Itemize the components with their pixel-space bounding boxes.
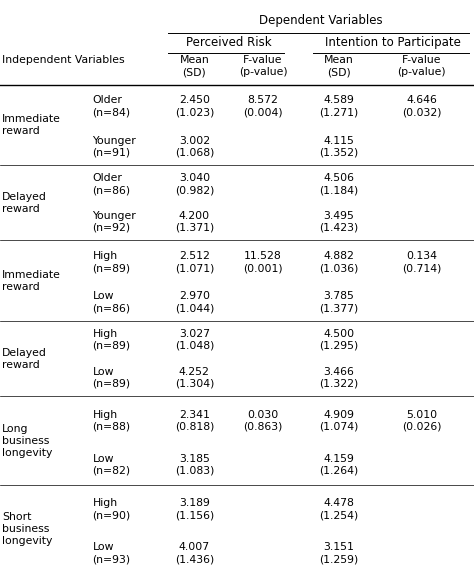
Text: 3.785
(1.377): 3.785 (1.377) (319, 291, 358, 313)
Text: Younger
(n=91): Younger (n=91) (92, 135, 136, 158)
Text: 4.909
(1.074): 4.909 (1.074) (319, 410, 359, 431)
Text: (p-value): (p-value) (398, 67, 446, 77)
Text: Older
(n=84): Older (n=84) (92, 95, 130, 118)
Text: Long
business
longevity: Long business longevity (2, 423, 53, 457)
Text: Low
(n=86): Low (n=86) (92, 291, 130, 313)
Text: 4.500
(1.295): 4.500 (1.295) (319, 329, 358, 351)
Text: High
(n=89): High (n=89) (92, 251, 130, 273)
Text: 4.506
(1.184): 4.506 (1.184) (319, 173, 358, 195)
Text: 4.882
(1.036): 4.882 (1.036) (319, 251, 359, 273)
Text: Older
(n=86): Older (n=86) (92, 173, 130, 195)
Text: 0.030
(0.863): 0.030 (0.863) (243, 410, 283, 431)
Text: Immediate
reward: Immediate reward (2, 270, 61, 292)
Text: 3.189
(1.156): 3.189 (1.156) (175, 498, 214, 520)
Text: 3.151
(1.259): 3.151 (1.259) (319, 542, 358, 564)
Text: Delayed
reward: Delayed reward (2, 348, 47, 370)
Text: Short
business
longevity: Short business longevity (2, 512, 53, 546)
Text: F-value: F-value (243, 55, 283, 65)
Text: F-value: F-value (402, 55, 442, 65)
Text: 3.185
(1.083): 3.185 (1.083) (174, 454, 214, 476)
Text: High
(n=90): High (n=90) (92, 498, 131, 520)
Text: (SD): (SD) (327, 67, 351, 77)
Text: 4.159
(1.264): 4.159 (1.264) (319, 454, 358, 476)
Text: 3.040
(0.982): 3.040 (0.982) (174, 173, 214, 195)
Text: 3.002
(1.068): 3.002 (1.068) (174, 135, 214, 158)
Text: 4.200
(1.371): 4.200 (1.371) (175, 211, 214, 233)
Text: Immediate
reward: Immediate reward (2, 114, 61, 136)
Text: Low
(n=93): Low (n=93) (92, 542, 130, 564)
Text: 4.646
(0.032): 4.646 (0.032) (402, 95, 442, 118)
Text: 3.027
(1.048): 3.027 (1.048) (174, 329, 214, 351)
Text: Delayed
reward: Delayed reward (2, 192, 47, 214)
Text: 8.572
(0.004): 8.572 (0.004) (243, 95, 283, 118)
Text: 4.252
(1.304): 4.252 (1.304) (174, 366, 214, 389)
Text: High
(n=89): High (n=89) (92, 329, 130, 351)
Text: 4.589
(1.271): 4.589 (1.271) (319, 95, 358, 118)
Text: (SD): (SD) (182, 67, 206, 77)
Text: High
(n=88): High (n=88) (92, 410, 130, 431)
Text: 2.341
(0.818): 2.341 (0.818) (174, 410, 214, 431)
Text: 2.970
(1.044): 2.970 (1.044) (174, 291, 214, 313)
Text: 3.466
(1.322): 3.466 (1.322) (319, 366, 358, 389)
Text: 4.007
(1.436): 4.007 (1.436) (175, 542, 214, 564)
Text: Perceived Risk: Perceived Risk (186, 36, 272, 49)
Text: Dependent Variables: Dependent Variables (259, 14, 383, 28)
Text: (p-value): (p-value) (239, 67, 287, 77)
Text: 3.495
(1.423): 3.495 (1.423) (319, 211, 358, 233)
Text: 2.512
(1.071): 2.512 (1.071) (174, 251, 214, 273)
Text: Younger
(n=92): Younger (n=92) (92, 211, 136, 233)
Text: 0.134
(0.714): 0.134 (0.714) (402, 251, 442, 273)
Text: 4.478
(1.254): 4.478 (1.254) (319, 498, 358, 520)
Text: Low
(n=82): Low (n=82) (92, 454, 130, 476)
Text: Mean: Mean (324, 55, 354, 65)
Text: Mean: Mean (180, 55, 209, 65)
Text: 2.450
(1.023): 2.450 (1.023) (174, 95, 214, 118)
Text: Intention to Participate: Intention to Participate (326, 36, 461, 49)
Text: Low
(n=89): Low (n=89) (92, 366, 130, 389)
Text: Independent Variables: Independent Variables (2, 55, 125, 65)
Text: 4.115
(1.352): 4.115 (1.352) (319, 135, 358, 158)
Text: 5.010
(0.026): 5.010 (0.026) (402, 410, 442, 431)
Text: 11.528
(0.001): 11.528 (0.001) (243, 251, 283, 273)
